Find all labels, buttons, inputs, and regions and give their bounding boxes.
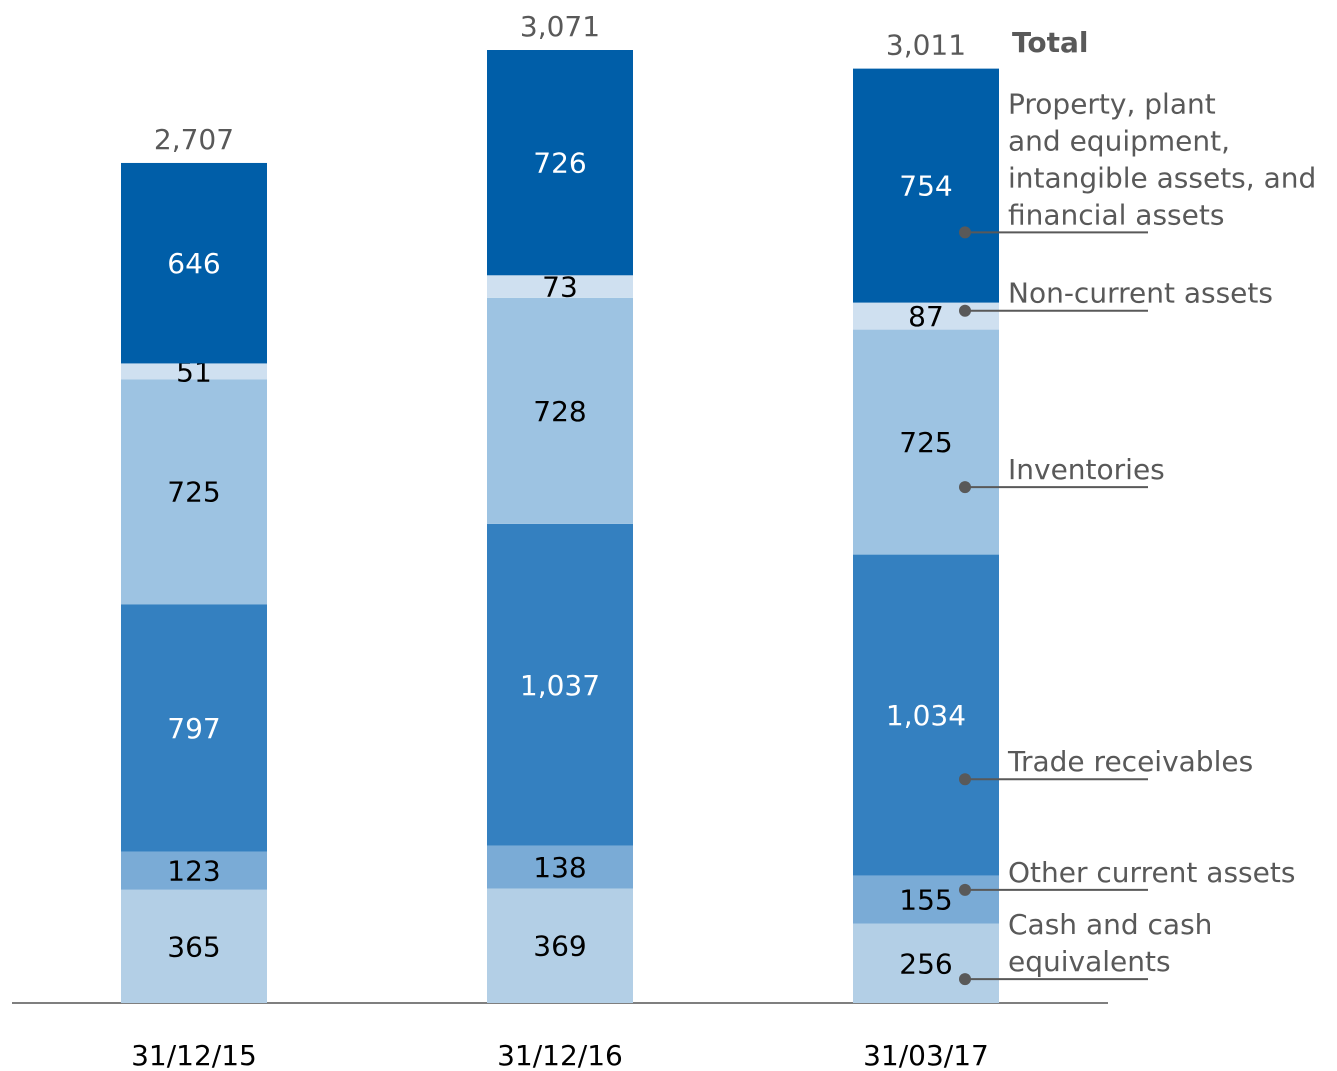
bar-segment <box>487 888 633 1003</box>
legend-label: Trade receivables <box>1007 745 1253 778</box>
legend-label: Cash and cash equivalents <box>1008 908 1212 978</box>
value-label: 73 <box>542 271 578 304</box>
bar-segment <box>121 379 267 605</box>
value-label: 1,034 <box>886 699 966 732</box>
legend-label: Inventories <box>1008 453 1165 486</box>
x-tick-label: 31/12/16 <box>497 1039 623 1071</box>
value-label: 369 <box>533 930 586 963</box>
value-label: 155 <box>899 884 952 917</box>
legend-label: Non-current assets <box>1008 277 1273 310</box>
value-label: 123 <box>167 855 220 888</box>
legend-bullet <box>959 481 971 494</box>
total-value: 3,011 <box>886 29 966 62</box>
bar-segment <box>487 845 633 889</box>
value-label: 725 <box>899 426 952 459</box>
value-label: 725 <box>167 476 220 509</box>
total-label: Total <box>1012 26 1089 59</box>
value-label: 754 <box>899 170 952 203</box>
legend-bullet <box>959 973 971 986</box>
total-value: 3,071 <box>520 10 600 43</box>
bar-segment <box>853 302 999 330</box>
legend-bullet <box>959 304 971 317</box>
bar-segment <box>121 851 267 890</box>
bar-segment <box>487 50 633 276</box>
x-tick-label: 31/12/15 <box>131 1039 257 1071</box>
legend-label: Property, plant and equipment, intangible … <box>1008 87 1316 231</box>
legend-bullet <box>959 883 971 896</box>
bar-segment <box>121 162 267 364</box>
bar-segment <box>853 554 999 876</box>
value-label: 646 <box>167 247 220 280</box>
value-label: 365 <box>167 930 220 963</box>
legend-bullet <box>959 773 971 786</box>
bar-segment <box>853 875 999 924</box>
value-label: 1,037 <box>520 669 600 702</box>
value-label: 726 <box>533 147 586 180</box>
value-label: 256 <box>899 947 952 980</box>
value-label: 797 <box>167 712 220 745</box>
bar-segment <box>487 297 633 524</box>
total-value: 2,707 <box>154 123 234 156</box>
value-label: 138 <box>533 851 586 884</box>
value-label: 728 <box>533 395 586 428</box>
bar-segment <box>853 329 999 555</box>
value-label: 87 <box>908 300 944 333</box>
bar-segment <box>853 68 999 303</box>
bar-segment <box>853 923 999 1003</box>
bar-segment <box>121 889 267 1003</box>
bar-segment <box>121 363 267 380</box>
bar-segment <box>121 604 267 852</box>
x-tick-label: 31/03/17 <box>863 1039 989 1071</box>
bar-segment <box>487 523 633 846</box>
legend-label: Other current assets <box>1008 856 1295 889</box>
legend-bullet <box>959 226 971 239</box>
bar-segment <box>487 275 633 298</box>
